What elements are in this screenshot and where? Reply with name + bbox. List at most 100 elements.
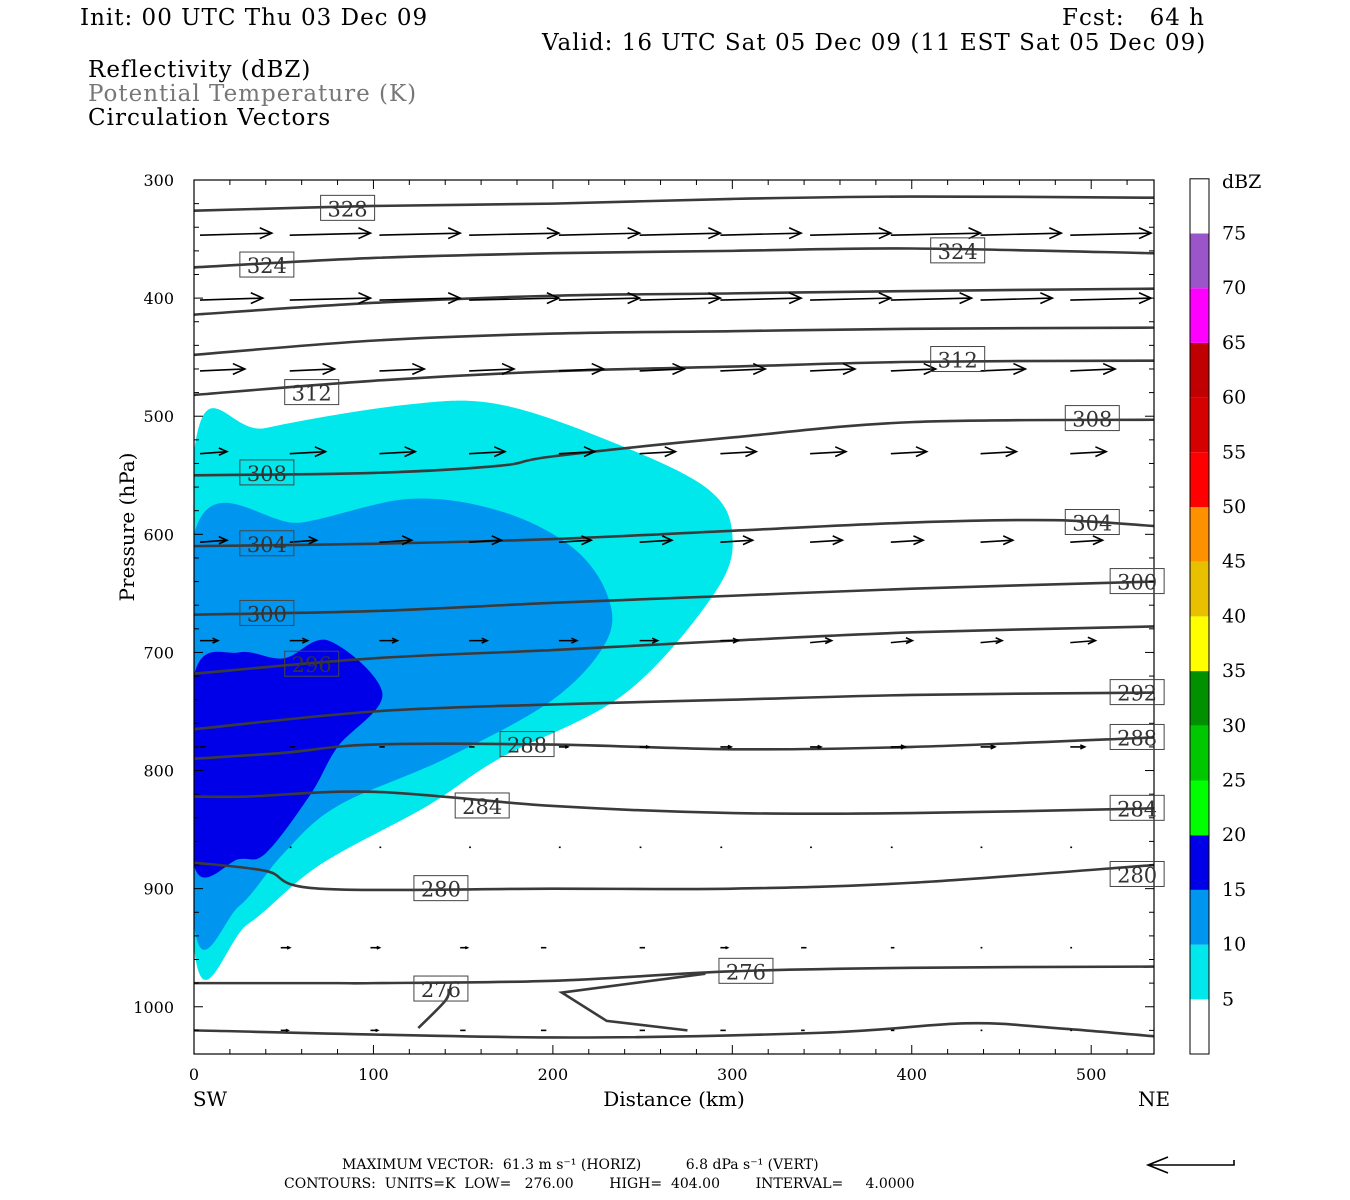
- contour-label-328: 328: [320, 194, 376, 221]
- forecast-hour: Fcst: 64 h: [1062, 5, 1205, 31]
- colorbar-segment: [1190, 999, 1209, 1054]
- svg-text:308: 308: [247, 462, 287, 486]
- colorbar-segment: [1190, 671, 1209, 726]
- colorbar-label: 15: [1222, 879, 1246, 901]
- contour-label-312: 312: [930, 346, 986, 373]
- circulation-vector: [469, 362, 516, 376]
- svg-text:280: 280: [421, 878, 461, 902]
- circulation-vector: [469, 291, 561, 305]
- circulation-vector: [720, 744, 734, 750]
- init-time: Init: 00 UTC Thu 03 Dec 09: [80, 5, 429, 31]
- x-tick-label: 0: [189, 1065, 199, 1084]
- field-reflectivity: Reflectivity (dBZ): [88, 57, 312, 83]
- svg-text:280: 280: [1117, 863, 1157, 887]
- circulation-vector: [890, 744, 908, 750]
- circulation-vector: [199, 535, 229, 545]
- colorbar-segment: [1190, 178, 1209, 234]
- svg-text:312: 312: [292, 382, 332, 406]
- x-axis-label: Distance (km): [603, 1087, 745, 1111]
- svg-text:300: 300: [247, 602, 287, 626]
- circulation-vector: [720, 227, 804, 240]
- circulation-vector: [639, 227, 723, 240]
- circulation-vector: [980, 636, 1005, 645]
- svg-text:296: 296: [292, 653, 332, 677]
- colorbar-segment: [1190, 725, 1209, 781]
- contour-label-276: 276: [413, 975, 469, 1002]
- contour-label-288: 288: [499, 731, 555, 758]
- circulation-vector: [639, 637, 660, 644]
- theta-288-contour: [194, 736, 1154, 761]
- circulation-vector: [810, 636, 834, 645]
- x-tick-label: 200: [538, 1065, 569, 1084]
- circulation-vector: [1070, 535, 1105, 546]
- svg-text:284: 284: [462, 795, 502, 819]
- colorbar-segment: [1190, 561, 1209, 617]
- circulation-vector: [890, 535, 926, 546]
- svg-text:300: 300: [1117, 571, 1157, 595]
- field-theta: Potential Temperature (K): [88, 81, 418, 107]
- circulation-vector: [980, 227, 1064, 240]
- colorbar-label: 50: [1222, 496, 1246, 518]
- circulation-vector: [199, 447, 229, 457]
- colorbar-title: dBZ: [1222, 171, 1261, 193]
- circulation-vector: [980, 744, 997, 750]
- circulation-vector: [720, 946, 730, 950]
- circulation-vector: [639, 291, 723, 305]
- colorbar-segment: [1190, 288, 1209, 343]
- circulation-vector: [199, 291, 265, 305]
- colorbar-segment: [1190, 507, 1209, 562]
- circulation-vector: [280, 1028, 290, 1033]
- circulation-vector: [980, 362, 1028, 376]
- circulation-vector: [460, 946, 470, 950]
- circulation-vector: [289, 227, 373, 240]
- circulation-vector: [890, 362, 938, 376]
- circulation-vector: [1070, 744, 1087, 750]
- circulation-vector: [639, 535, 674, 546]
- svg-text:284: 284: [1117, 797, 1157, 821]
- circulation-vector: [379, 227, 463, 240]
- y-tick-label: 800: [143, 762, 174, 781]
- circulation-vector: [720, 446, 759, 458]
- circulation-vector: [810, 291, 893, 305]
- surface-contour: [194, 1021, 1154, 1039]
- circulation-vector: [558, 535, 594, 546]
- circulation-vector: [1070, 291, 1153, 305]
- circulation-vector: [469, 446, 507, 458]
- colorbar-label: 55: [1222, 441, 1246, 463]
- colorbar-label: 20: [1222, 824, 1246, 846]
- reference-vector-arrow: [1145, 1156, 1235, 1174]
- circulation-vector: [1070, 446, 1109, 458]
- circulation-vector: [379, 637, 400, 644]
- colorbar-label: 30: [1222, 715, 1246, 737]
- circulation-vector: [199, 227, 274, 240]
- theta-276-contour: [194, 965, 1154, 985]
- circulation-vector: [980, 291, 1055, 305]
- circulation-vector: [370, 1028, 380, 1033]
- contour-label-308: 308: [239, 459, 295, 486]
- contour-label-296: 296: [284, 650, 340, 677]
- circulation-vector: [720, 362, 768, 376]
- y-tick-label: 300: [143, 171, 174, 190]
- theta-296-contour: [194, 625, 1154, 675]
- theta-284-contour: [194, 790, 1154, 816]
- x-tick-label: 100: [358, 1065, 389, 1084]
- circulation-vector: [379, 446, 418, 458]
- colorbar-segment: [1190, 780, 1209, 836]
- theta-304-contour: [194, 518, 1154, 548]
- contour-label-304: 304: [239, 530, 295, 557]
- contour-label-300: 300: [239, 599, 295, 626]
- colorbar-label: 65: [1222, 332, 1246, 354]
- svg-text:292: 292: [1117, 682, 1157, 706]
- reference-vector: [1145, 1156, 1235, 1174]
- reflectivity-15-dbz-region: [194, 639, 383, 878]
- svg-text:288: 288: [1117, 726, 1157, 750]
- colorbar-segment: [1190, 233, 1209, 289]
- theta-292-contour: [194, 691, 1154, 731]
- x-tick-label: 500: [1076, 1065, 1107, 1084]
- svg-text:276: 276: [421, 978, 461, 1002]
- circulation-vector: [558, 227, 642, 240]
- circulation-vector: [469, 637, 490, 644]
- contour-label-324: 324: [930, 237, 986, 264]
- circulation-vector: [890, 227, 983, 240]
- theta-280-contour: [194, 861, 1154, 892]
